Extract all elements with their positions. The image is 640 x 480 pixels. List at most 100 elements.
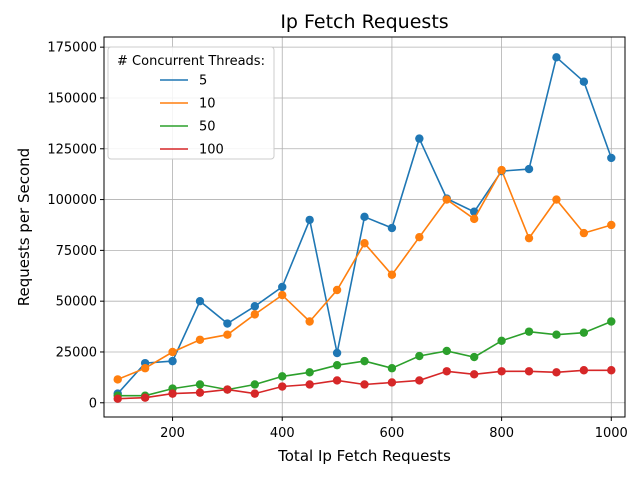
data-point bbox=[332, 348, 342, 358]
data-point bbox=[250, 380, 260, 389]
data-point bbox=[442, 346, 451, 356]
data-point bbox=[607, 317, 616, 326]
x-tick-label: 200 bbox=[160, 426, 185, 441]
data-series bbox=[113, 53, 616, 403]
legend-item: 10 bbox=[160, 97, 216, 112]
legend-label: 5 bbox=[199, 74, 207, 89]
y-tick-label: 150000 bbox=[47, 91, 97, 106]
data-point bbox=[524, 164, 534, 174]
data-point bbox=[415, 376, 424, 385]
data-point bbox=[497, 165, 506, 175]
legend-label: 10 bbox=[199, 97, 216, 112]
data-point bbox=[469, 352, 479, 362]
data-point bbox=[250, 310, 260, 319]
series-10 bbox=[113, 165, 616, 384]
data-point bbox=[332, 285, 342, 295]
x-axis-title: Total Ip Fetch Requests bbox=[277, 447, 451, 465]
legend-item: 50 bbox=[160, 120, 216, 135]
legend-box bbox=[107, 46, 275, 160]
data-point bbox=[278, 282, 287, 292]
y-tick-label: 175000 bbox=[47, 41, 97, 56]
data-point bbox=[360, 356, 369, 366]
data-point bbox=[579, 366, 589, 375]
plot-frame bbox=[103, 36, 626, 418]
legend-label: 100 bbox=[199, 143, 224, 158]
data-point bbox=[552, 330, 561, 339]
data-point bbox=[607, 153, 616, 163]
data-point bbox=[469, 214, 479, 224]
data-point bbox=[552, 53, 561, 62]
x-tick-label: 600 bbox=[380, 426, 405, 441]
data-point bbox=[607, 366, 616, 375]
y-tick-label: 100000 bbox=[47, 193, 97, 208]
axis-ticks: 200 400 600 800 1000 0 25000 50000 75000 100000 12… bbox=[47, 41, 627, 441]
data-point bbox=[305, 380, 314, 389]
data-point bbox=[140, 393, 150, 402]
legend-title: # Concurrent Threads: bbox=[117, 54, 265, 69]
data-point bbox=[332, 360, 342, 370]
data-point bbox=[552, 195, 561, 204]
data-point bbox=[469, 370, 479, 379]
data-point bbox=[387, 378, 397, 387]
data-point bbox=[305, 215, 314, 225]
data-point bbox=[579, 228, 589, 238]
data-point bbox=[278, 382, 287, 391]
chart-title: Ip Fetch Requests bbox=[280, 11, 448, 33]
data-point bbox=[360, 380, 369, 389]
series-100 bbox=[113, 366, 616, 403]
data-point bbox=[168, 389, 177, 398]
data-point bbox=[607, 220, 616, 230]
data-point bbox=[524, 327, 534, 336]
data-point bbox=[168, 347, 177, 357]
data-point bbox=[195, 380, 205, 389]
data-point bbox=[195, 335, 205, 344]
y-tick-label: 75000 bbox=[56, 244, 97, 259]
y-tick-label: 25000 bbox=[56, 345, 97, 360]
x-tick-label: 1000 bbox=[595, 426, 628, 441]
data-point bbox=[278, 372, 287, 381]
data-point bbox=[223, 319, 232, 328]
data-point bbox=[524, 233, 534, 243]
data-point bbox=[113, 375, 122, 384]
data-point bbox=[250, 302, 260, 311]
data-point bbox=[223, 385, 232, 394]
data-point bbox=[250, 389, 260, 398]
legend: # Concurrent Threads: 5 10 50 100 bbox=[107, 46, 275, 160]
data-point bbox=[442, 195, 451, 204]
data-point bbox=[497, 336, 506, 345]
data-point bbox=[305, 317, 314, 326]
data-point bbox=[360, 212, 369, 222]
y-tick-label: 0 bbox=[89, 396, 97, 411]
data-point bbox=[524, 367, 534, 376]
legend-item: 100 bbox=[160, 143, 224, 158]
data-point bbox=[497, 367, 506, 376]
data-point bbox=[387, 270, 397, 279]
data-point bbox=[415, 351, 424, 361]
data-point bbox=[332, 376, 342, 385]
data-point bbox=[278, 290, 287, 300]
data-point bbox=[223, 330, 232, 339]
series-line bbox=[117, 168, 612, 381]
data-point bbox=[168, 356, 177, 366]
data-point bbox=[579, 77, 589, 86]
data-point bbox=[387, 223, 397, 233]
data-point bbox=[415, 232, 424, 242]
data-point bbox=[195, 296, 205, 306]
data-point bbox=[552, 368, 561, 377]
legend-label: 50 bbox=[199, 120, 216, 135]
data-point bbox=[442, 367, 451, 376]
data-point bbox=[415, 134, 424, 143]
legend-item: 5 bbox=[160, 74, 207, 89]
y-tick-label: 125000 bbox=[47, 142, 97, 157]
data-point bbox=[195, 388, 205, 397]
data-point bbox=[387, 364, 397, 373]
data-point bbox=[305, 368, 314, 377]
data-point bbox=[579, 328, 589, 337]
y-axis-title: Requests per Second bbox=[15, 148, 33, 306]
data-point bbox=[113, 394, 122, 403]
x-tick-label: 400 bbox=[270, 426, 295, 441]
x-tick-label: 800 bbox=[489, 426, 514, 441]
y-tick-label: 50000 bbox=[56, 295, 97, 310]
